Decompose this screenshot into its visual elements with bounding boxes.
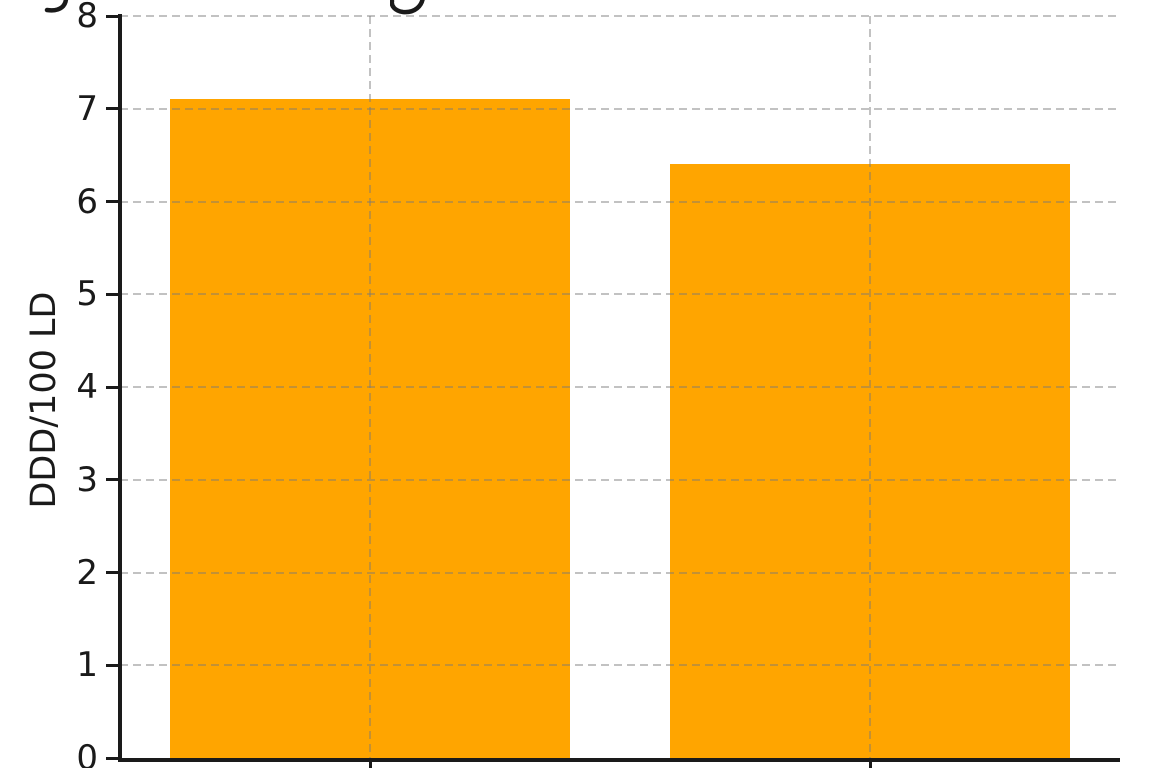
- y-tick-label: 3: [76, 459, 98, 500]
- y-gridline: [120, 571, 1120, 574]
- y-tick-mark: [106, 292, 120, 296]
- y-tick-mark: [106, 756, 120, 760]
- y-tick-label: 0: [76, 738, 98, 768]
- y-gridline: [120, 664, 1120, 667]
- y-tick-label: 5: [76, 274, 98, 315]
- y-tick-label: 6: [76, 181, 98, 222]
- x-tick-mark: [368, 762, 372, 768]
- bar: [670, 164, 1070, 758]
- y-tick-mark: [106, 663, 120, 667]
- y-gridline: [120, 386, 1120, 388]
- x-axis-spine: [118, 758, 1120, 762]
- title-descender-y-icon: [44, 0, 69, 13]
- y-tick-mark: [106, 478, 120, 482]
- y-gridline: [120, 15, 1120, 17]
- x-gridline: [869, 16, 871, 758]
- y-axis-spine: [118, 14, 122, 762]
- y-tick-mark: [106, 107, 120, 111]
- y-tick-mark: [106, 200, 120, 203]
- y-tick-label: 1: [76, 645, 98, 686]
- y-tick-label: 7: [76, 88, 98, 129]
- y-tick-label: 8: [76, 0, 98, 36]
- x-tick-mark: [868, 762, 872, 768]
- y-gridline: [120, 107, 1120, 110]
- y-tick-mark: [106, 571, 120, 574]
- y-tick-mark: [106, 14, 120, 18]
- x-gridline: [369, 16, 371, 758]
- y-gridline: [120, 293, 1120, 296]
- y-gridline: [120, 200, 1120, 203]
- y-tick-label: 4: [76, 367, 98, 407]
- bar: [170, 99, 570, 758]
- y-tick-label: 2: [76, 552, 98, 593]
- y-gridline: [120, 478, 1120, 481]
- y-tick-mark: [106, 385, 120, 389]
- title-descender-g-icon: [390, 0, 425, 15]
